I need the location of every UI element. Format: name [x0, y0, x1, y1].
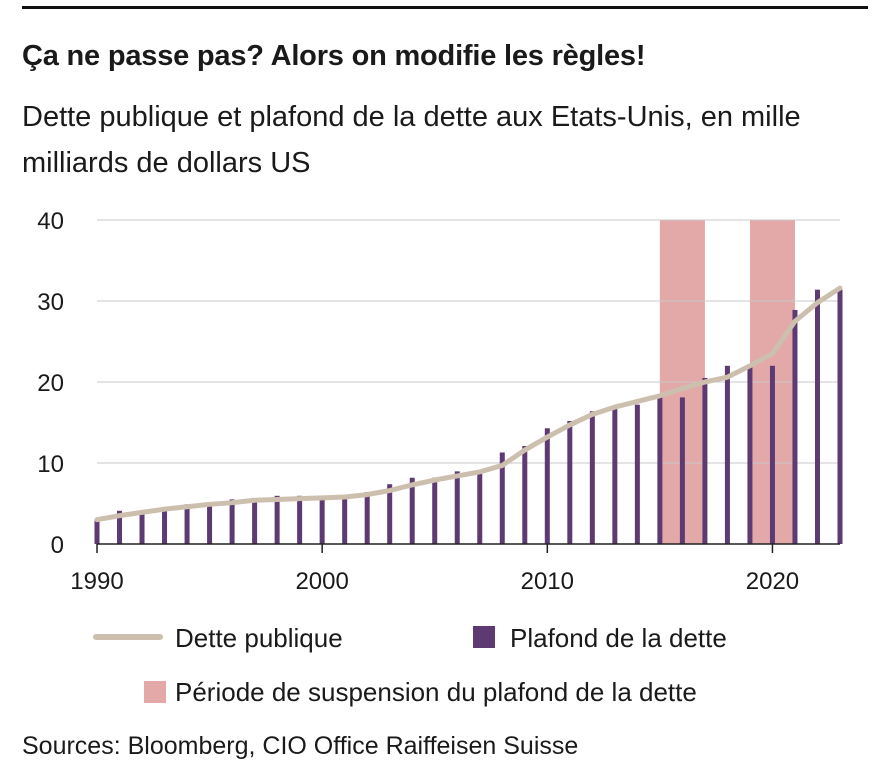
source-note: Sources: Bloomberg, CIO Office Raiffeise… [22, 732, 579, 760]
ceiling-bar-2012 [589, 411, 595, 544]
ceiling-bar-2021 [792, 309, 798, 544]
legend-label-debt: Dette publique [175, 623, 343, 653]
ceiling-bar-1990 [94, 518, 100, 544]
ceiling-bar-2018 [724, 365, 730, 544]
legend-swatch-ceiling [473, 626, 495, 648]
legend-label-ceiling: Plafond de la dette [510, 623, 727, 653]
grid-layer [97, 219, 840, 464]
x-tick-label-1990: 1990 [70, 568, 123, 595]
ceiling-bar-2020 [769, 365, 775, 544]
ceiling-bar-2005 [432, 477, 438, 544]
y-tick-label-0: 0 [51, 532, 64, 559]
ceiling-bar-1997 [252, 499, 258, 544]
ceiling-bar-2001 [342, 495, 348, 544]
y-tick-label-20: 20 [37, 370, 64, 397]
ceiling-bar-2003 [387, 484, 393, 544]
legend-swatch-suspension [144, 681, 166, 703]
ceiling-bar-2017 [702, 377, 708, 544]
ceiling-bar-2010 [544, 428, 550, 544]
ceiling-bar-2023 [837, 289, 843, 544]
legend-label-suspension: Période de suspension du plafond de la d… [175, 677, 697, 707]
chart-subtitle: Dette publique et plafond de la dette au… [22, 101, 801, 179]
ceiling-bar-2013 [612, 408, 618, 544]
ceiling-bar-2002 [364, 492, 370, 544]
ceiling-bar-2000 [319, 495, 325, 544]
ceiling-bar-1993 [162, 508, 168, 544]
ceiling-bar-1994 [184, 504, 190, 544]
y-tick-label-40: 40 [37, 208, 64, 235]
ceiling-bar-1995 [207, 504, 213, 544]
chart-title: Ça ne passe pas? Alors on modifie les rè… [22, 40, 646, 72]
ceiling-bar-1999 [297, 495, 303, 544]
ceiling-bar-2022 [814, 289, 820, 544]
ceiling-bar-1996 [229, 499, 235, 544]
bar-layer [94, 289, 843, 544]
x-tick-label-2000: 2000 [295, 568, 348, 595]
axis-layer: 0 10 20 30 40 1990 2000 2010 2020 [37, 208, 840, 595]
legend: Dette publique Plafond de la dette Pério… [93, 623, 727, 707]
ceiling-bar-2015 [657, 397, 663, 544]
ceiling-bar-1991 [117, 510, 123, 544]
ceiling-bar-2004 [409, 477, 415, 544]
x-tick-label-2010: 2010 [521, 568, 574, 595]
y-tick-label-30: 30 [37, 289, 64, 316]
x-tick-label-2020: 2020 [746, 568, 799, 595]
line-layer [94, 285, 843, 523]
ceiling-bar-1992 [139, 510, 145, 544]
ceiling-bar-1998 [274, 495, 280, 544]
ceiling-bar-2007 [477, 471, 483, 544]
ceiling-bar-2019 [747, 365, 753, 544]
ceiling-bar-2006 [454, 471, 460, 544]
ceiling-bar-2011 [567, 420, 573, 544]
ceiling-bar-2014 [634, 404, 640, 544]
ceiling-bar-2009 [522, 445, 528, 544]
y-tick-label-10: 10 [37, 451, 64, 478]
debt-line [94, 285, 843, 523]
ceiling-bar-2016 [679, 397, 685, 544]
top-rule [22, 6, 868, 9]
ceiling-bar-2008 [499, 452, 505, 544]
